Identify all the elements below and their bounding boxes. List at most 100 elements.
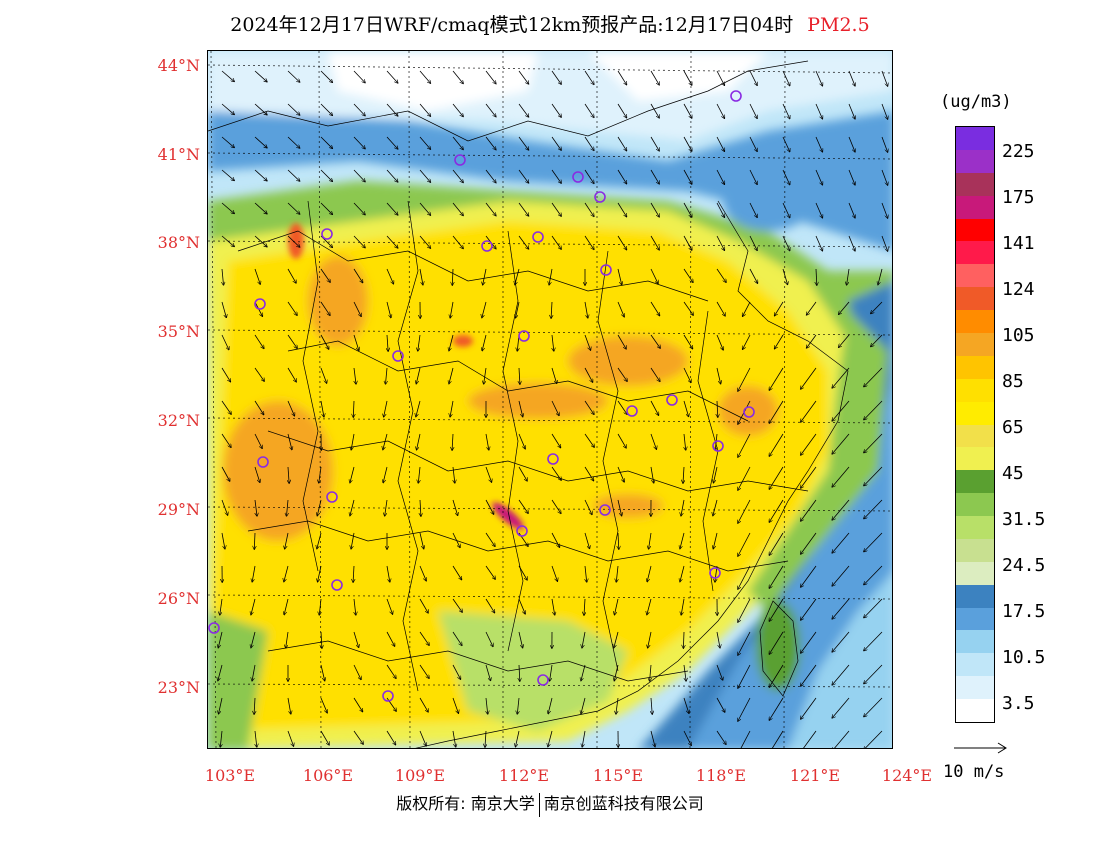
wind-arrow <box>287 499 289 516</box>
wind-arrow <box>584 235 594 249</box>
pm25-forecast-map <box>207 50 893 749</box>
wind-arrow <box>551 70 561 84</box>
station-marker <box>594 191 606 203</box>
wind-arrow <box>801 598 817 620</box>
wind-arrow <box>650 169 659 184</box>
wind-arrow <box>650 301 660 316</box>
wind-arrow <box>518 235 529 249</box>
wind-arrow <box>717 400 718 417</box>
wind-arrow <box>221 235 234 246</box>
wind-arrow <box>485 169 496 183</box>
legend-unit: (ug/m3) <box>940 92 1012 112</box>
wind-arrow <box>584 400 594 414</box>
wind-arrow <box>864 532 883 552</box>
wind-arrow <box>618 532 619 549</box>
wind-arrow <box>353 334 359 350</box>
wind-arrow <box>581 697 586 714</box>
wind-arrow <box>419 598 428 613</box>
wind-arrow <box>551 433 561 448</box>
wind-arrow <box>287 301 297 315</box>
wind-arrow <box>617 466 624 482</box>
wind-arrow <box>769 631 784 654</box>
station-marker <box>547 453 559 465</box>
wind-arrow <box>485 202 496 216</box>
color-bar-label: 124 <box>1002 279 1035 300</box>
station-markers <box>208 90 755 702</box>
color-bar-cell <box>956 401 994 425</box>
wind-arrow <box>749 136 757 151</box>
color-bar-cell <box>956 699 994 723</box>
color-bar-label: 175 <box>1002 187 1035 208</box>
color-bar-cell <box>956 561 994 586</box>
wind-arrow <box>287 400 294 416</box>
station-marker <box>321 228 333 240</box>
wind-arrow <box>769 433 784 456</box>
wind-arrow <box>617 169 627 184</box>
wind-arrow <box>518 70 529 84</box>
wind-arrow <box>738 367 751 391</box>
wind-arrow <box>386 70 398 83</box>
wind-arrow <box>683 70 692 85</box>
wind-arrow <box>518 400 523 417</box>
station-marker <box>257 456 269 468</box>
wind-arrow <box>320 136 332 148</box>
wind-arrow <box>452 565 462 580</box>
wind-arrow <box>832 433 850 454</box>
color-bar-cell <box>956 607 994 631</box>
wind-arrow <box>738 466 751 490</box>
wind-arrow <box>254 532 255 549</box>
wind-arrow <box>584 433 594 447</box>
wind-arrow <box>716 202 724 217</box>
color-bar-cell <box>956 630 994 654</box>
wind-arrow <box>221 466 230 481</box>
wind-arrow <box>254 235 267 247</box>
wind-arrow <box>716 367 721 384</box>
wind-arrow <box>839 334 850 347</box>
wind-arrow <box>386 301 391 318</box>
wind-arrow <box>807 301 817 315</box>
wind-arrow <box>221 532 225 549</box>
wind-arrow <box>616 697 619 714</box>
wind-arrow <box>287 70 300 82</box>
wind-arrow <box>738 433 751 457</box>
wind-arrow <box>832 466 850 487</box>
wind-arrow <box>683 466 684 483</box>
wind-arrow <box>683 697 689 713</box>
wind-arrow <box>321 631 322 648</box>
station-marker <box>712 440 724 452</box>
wind-arrow <box>418 466 420 483</box>
wind-arrow <box>419 235 430 248</box>
station-marker <box>481 240 493 252</box>
wind-arrow <box>738 565 751 589</box>
wind-arrow <box>254 433 262 448</box>
wind-arrow <box>782 136 790 152</box>
wind-arrow <box>801 466 817 488</box>
wind-arrow <box>450 301 454 318</box>
wind-arrow <box>551 565 557 581</box>
station-marker <box>326 491 338 503</box>
color-bar-cell <box>956 355 994 380</box>
wind-arrow <box>551 499 561 513</box>
wind-arrow <box>617 202 627 217</box>
station-marker <box>537 674 549 686</box>
wind-arrow <box>881 70 888 86</box>
wind-arrow <box>551 598 555 615</box>
wind-arrow <box>518 433 525 449</box>
wind-arrow <box>801 499 817 521</box>
wind-arrow <box>647 598 652 615</box>
wind-arrow <box>549 268 553 285</box>
wind-arrow <box>832 664 850 685</box>
wind-arrow <box>832 565 850 586</box>
wind-arrow <box>419 664 429 678</box>
station-marker <box>666 394 678 406</box>
wind-arrow <box>681 598 685 615</box>
wind-arrow <box>816 268 817 285</box>
wind-arrow <box>584 532 590 548</box>
wind-arrow <box>716 730 726 744</box>
color-bar-label: 105 <box>1002 325 1035 346</box>
wind-arrow <box>287 367 296 382</box>
wind-arrow <box>650 367 660 381</box>
wind-arrow <box>832 532 850 553</box>
wind-arrow <box>864 697 883 717</box>
wind-arrow <box>221 499 228 515</box>
